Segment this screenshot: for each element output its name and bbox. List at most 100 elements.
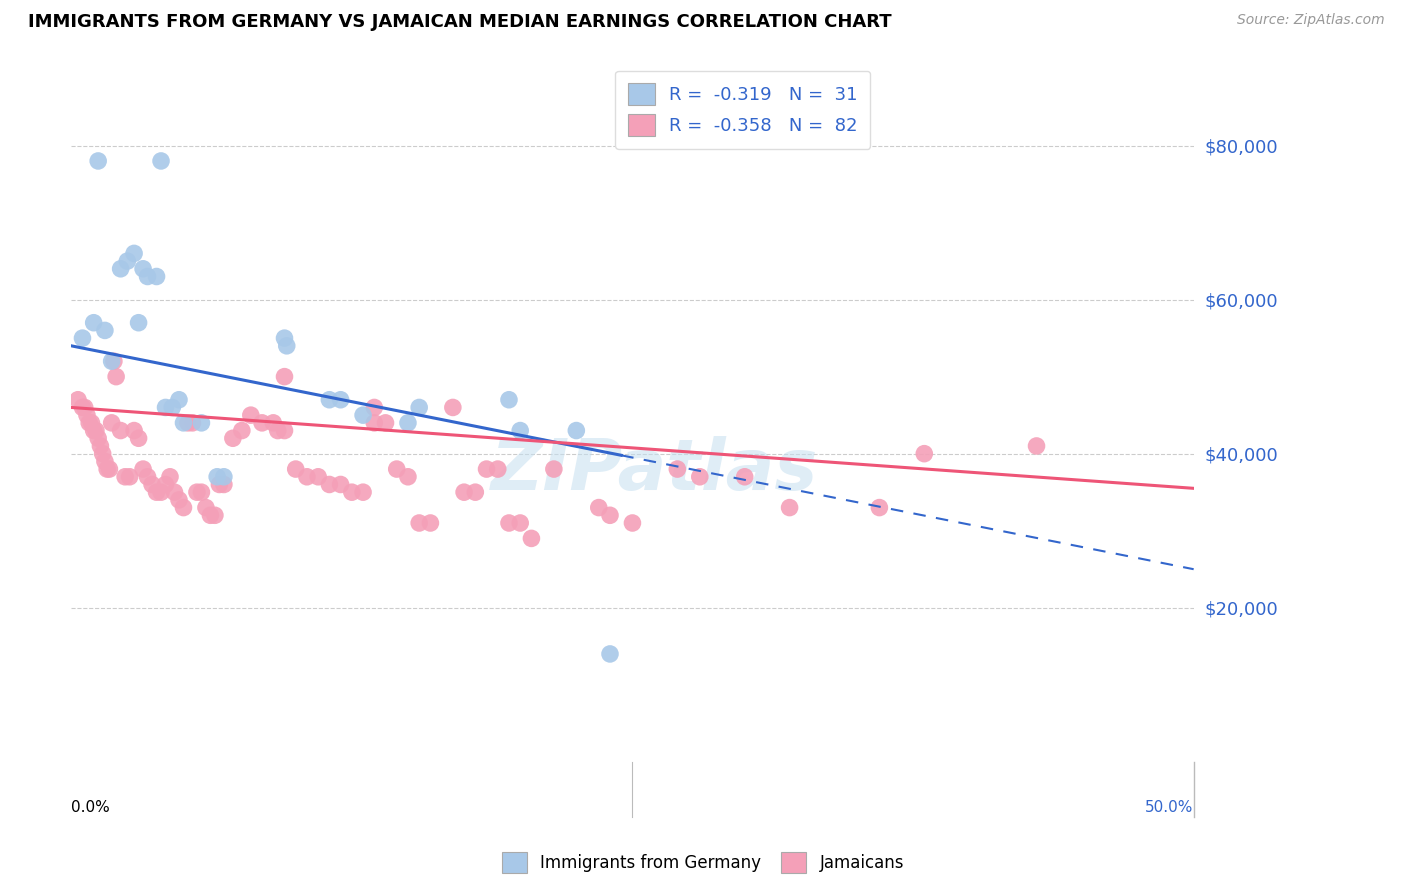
Point xyxy=(352,485,374,500)
Point xyxy=(208,477,231,491)
Point xyxy=(498,516,520,530)
Point xyxy=(136,269,159,284)
Text: 0.0%: 0.0% xyxy=(72,800,110,815)
Point xyxy=(498,392,520,407)
Point xyxy=(363,416,385,430)
Point xyxy=(453,485,475,500)
Point xyxy=(177,416,200,430)
Point xyxy=(100,416,122,430)
Point xyxy=(868,500,890,515)
Point xyxy=(588,500,610,515)
Point xyxy=(145,485,167,500)
Point xyxy=(329,392,352,407)
Point xyxy=(464,485,486,500)
Point xyxy=(779,500,801,515)
Point xyxy=(441,401,464,415)
Point xyxy=(307,470,329,484)
Point xyxy=(262,416,284,430)
Point xyxy=(231,424,253,438)
Point xyxy=(329,477,352,491)
Point xyxy=(117,254,139,268)
Point xyxy=(66,392,89,407)
Point xyxy=(276,339,298,353)
Point xyxy=(91,447,114,461)
Point xyxy=(132,462,155,476)
Point xyxy=(87,431,110,445)
Point xyxy=(212,470,235,484)
Point xyxy=(100,354,122,368)
Point xyxy=(172,416,194,430)
Point xyxy=(132,261,155,276)
Point xyxy=(77,416,100,430)
Point xyxy=(128,316,150,330)
Text: IMMIGRANTS FROM GERMANY VS JAMAICAN MEDIAN EARNINGS CORRELATION CHART: IMMIGRANTS FROM GERMANY VS JAMAICAN MEDI… xyxy=(28,13,891,31)
Point xyxy=(284,462,307,476)
Point xyxy=(509,424,531,438)
Point xyxy=(273,424,295,438)
Point xyxy=(162,401,184,415)
Point xyxy=(352,408,374,422)
Text: ZIPatlas: ZIPatlas xyxy=(491,436,818,505)
Point xyxy=(83,424,105,438)
Text: Source: ZipAtlas.com: Source: ZipAtlas.com xyxy=(1237,13,1385,28)
Point xyxy=(599,647,621,661)
Point xyxy=(363,401,385,415)
Point xyxy=(396,416,419,430)
Point xyxy=(114,470,136,484)
Point xyxy=(273,331,295,345)
Point xyxy=(181,416,204,430)
Point xyxy=(565,424,588,438)
Point xyxy=(250,416,273,430)
Point xyxy=(408,516,430,530)
Point xyxy=(318,392,340,407)
Legend: R =  -0.319   N =  31, R =  -0.358   N =  82: R = -0.319 N = 31, R = -0.358 N = 82 xyxy=(614,70,870,149)
Legend: Immigrants from Germany, Jamaicans: Immigrants from Germany, Jamaicans xyxy=(495,846,911,880)
Point xyxy=(734,470,756,484)
Text: 50.0%: 50.0% xyxy=(1146,800,1194,815)
Point xyxy=(239,408,262,422)
Point xyxy=(509,516,531,530)
Point xyxy=(76,408,98,422)
Point xyxy=(110,261,132,276)
Point xyxy=(80,416,103,430)
Point xyxy=(194,500,217,515)
Point xyxy=(150,485,173,500)
Point xyxy=(318,477,340,491)
Point xyxy=(159,470,181,484)
Point xyxy=(374,416,396,430)
Point xyxy=(83,316,105,330)
Point xyxy=(621,516,644,530)
Point xyxy=(118,470,141,484)
Point xyxy=(543,462,565,476)
Point xyxy=(486,462,509,476)
Point xyxy=(273,369,295,384)
Point xyxy=(295,470,318,484)
Point xyxy=(145,269,167,284)
Point xyxy=(396,470,419,484)
Point xyxy=(105,369,128,384)
Point xyxy=(1025,439,1047,453)
Point xyxy=(190,485,212,500)
Point xyxy=(212,477,235,491)
Point xyxy=(72,401,94,415)
Point xyxy=(222,431,245,445)
Point xyxy=(155,401,177,415)
Point xyxy=(167,392,190,407)
Point xyxy=(163,485,186,500)
Point xyxy=(340,485,363,500)
Point xyxy=(186,485,208,500)
Point xyxy=(110,424,132,438)
Point xyxy=(475,462,498,476)
Point xyxy=(141,477,163,491)
Point xyxy=(73,401,96,415)
Point xyxy=(150,153,173,168)
Point xyxy=(84,424,107,438)
Point xyxy=(520,532,543,546)
Point xyxy=(205,470,228,484)
Point xyxy=(190,416,212,430)
Point xyxy=(98,462,121,476)
Point xyxy=(599,508,621,523)
Point xyxy=(385,462,408,476)
Point xyxy=(94,323,117,337)
Point xyxy=(122,424,145,438)
